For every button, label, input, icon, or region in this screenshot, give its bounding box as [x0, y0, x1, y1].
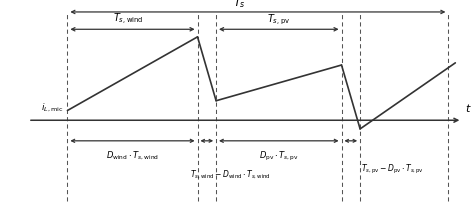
Text: $i_{L,\mathrm{mic}}$: $i_{L,\mathrm{mic}}$	[41, 102, 63, 114]
Text: $T_{s,\mathrm{wind}}$: $T_{s,\mathrm{wind}}$	[113, 12, 143, 27]
Text: $D_{\mathrm{pv}} \cdot T_{s,\mathrm{pv}}$: $D_{\mathrm{pv}} \cdot T_{s,\mathrm{pv}}…	[259, 149, 299, 163]
Text: $D_{\mathrm{wind}} \cdot T_{s,\mathrm{wind}}$: $D_{\mathrm{wind}} \cdot T_{s,\mathrm{wi…	[106, 149, 159, 162]
Text: $T_{s,\mathrm{pv}} - D_{\mathrm{pv}} \cdot T_{s,\mathrm{pv}}$: $T_{s,\mathrm{pv}} - D_{\mathrm{pv}} \cd…	[361, 162, 424, 175]
Text: $T_{s,\mathrm{wind}} - D_{\mathrm{wind}} \cdot T_{s,\mathrm{wind}}$: $T_{s,\mathrm{wind}} - D_{\mathrm{wind}}…	[190, 169, 271, 181]
Text: $T_{s,\mathrm{pv}}$: $T_{s,\mathrm{pv}}$	[267, 13, 291, 27]
Text: $T_s$: $T_s$	[233, 0, 246, 10]
Text: $t$: $t$	[465, 102, 471, 114]
